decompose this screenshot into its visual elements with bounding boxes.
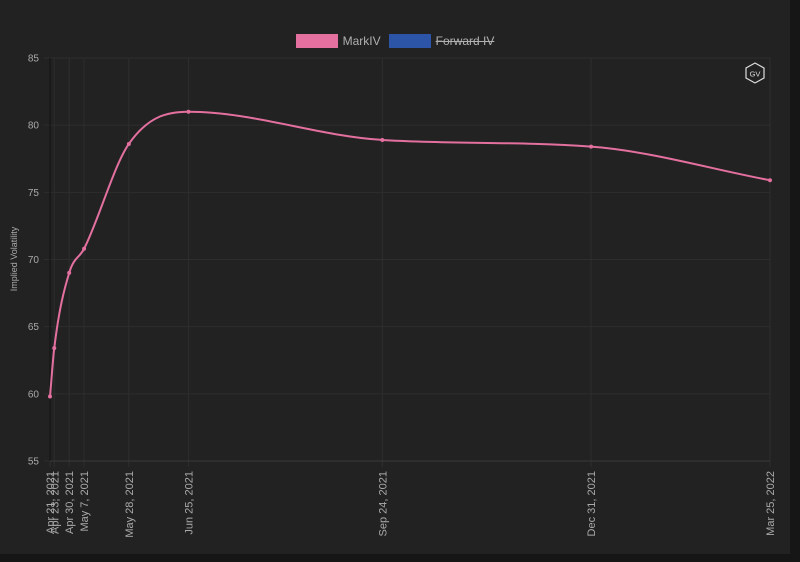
data-point-markiv [52,346,57,351]
data-point-markiv [768,178,772,183]
legend-label-markiv: MarkIV [342,34,381,48]
x-tick-label: Dec 31, 2021 [586,471,598,536]
y-tick-label: 60 [28,389,40,400]
data-point-markiv [67,270,72,275]
legend: MarkIV Forward IV [0,34,790,48]
x-tick-label: Mar 25, 2022 [765,471,777,536]
x-tick-label: Apr 30, 2021 [64,471,76,534]
y-tick-label: 75 [28,188,40,199]
data-point-markiv [126,141,131,146]
y-tick-label: 85 [28,54,40,65]
data-point-markiv [380,137,385,142]
data-point-markiv [48,394,52,399]
data-point-markiv [186,109,191,114]
y-tick-label: 80 [28,121,40,132]
legend-item-markiv[interactable]: MarkIV [295,34,381,48]
y-tick-label: 70 [28,255,40,266]
series [48,109,772,399]
x-tick-label: Apr 21, 2021 [45,471,57,534]
x-tick-label: Sep 24, 2021 [377,471,389,536]
x-tick-label: May 28, 2021 [124,471,136,538]
legend-item-forward-iv[interactable]: Forward IV [388,34,495,48]
legend-swatch-markiv [295,34,338,48]
data-point-markiv [589,144,594,149]
x-tick-label: Jun 25, 2021 [183,471,195,535]
x-tick-label: May 7, 2021 [79,471,91,532]
legend-swatch-forward-iv [388,34,431,48]
series-line-markiv [49,110,771,397]
y-axis-title: Implied Volatility [9,226,19,291]
y-tick-label: 65 [28,322,40,333]
legend-label-forward-iv: Forward IV [435,34,495,48]
logo-text: GV [750,70,761,79]
chart-panel [0,0,790,554]
logo-hexagon-icon: GV [745,62,765,84]
data-point-markiv [82,246,87,251]
x-tick-label: Apr 23, 2021 [49,471,61,534]
y-tick-label: 55 [28,457,40,468]
